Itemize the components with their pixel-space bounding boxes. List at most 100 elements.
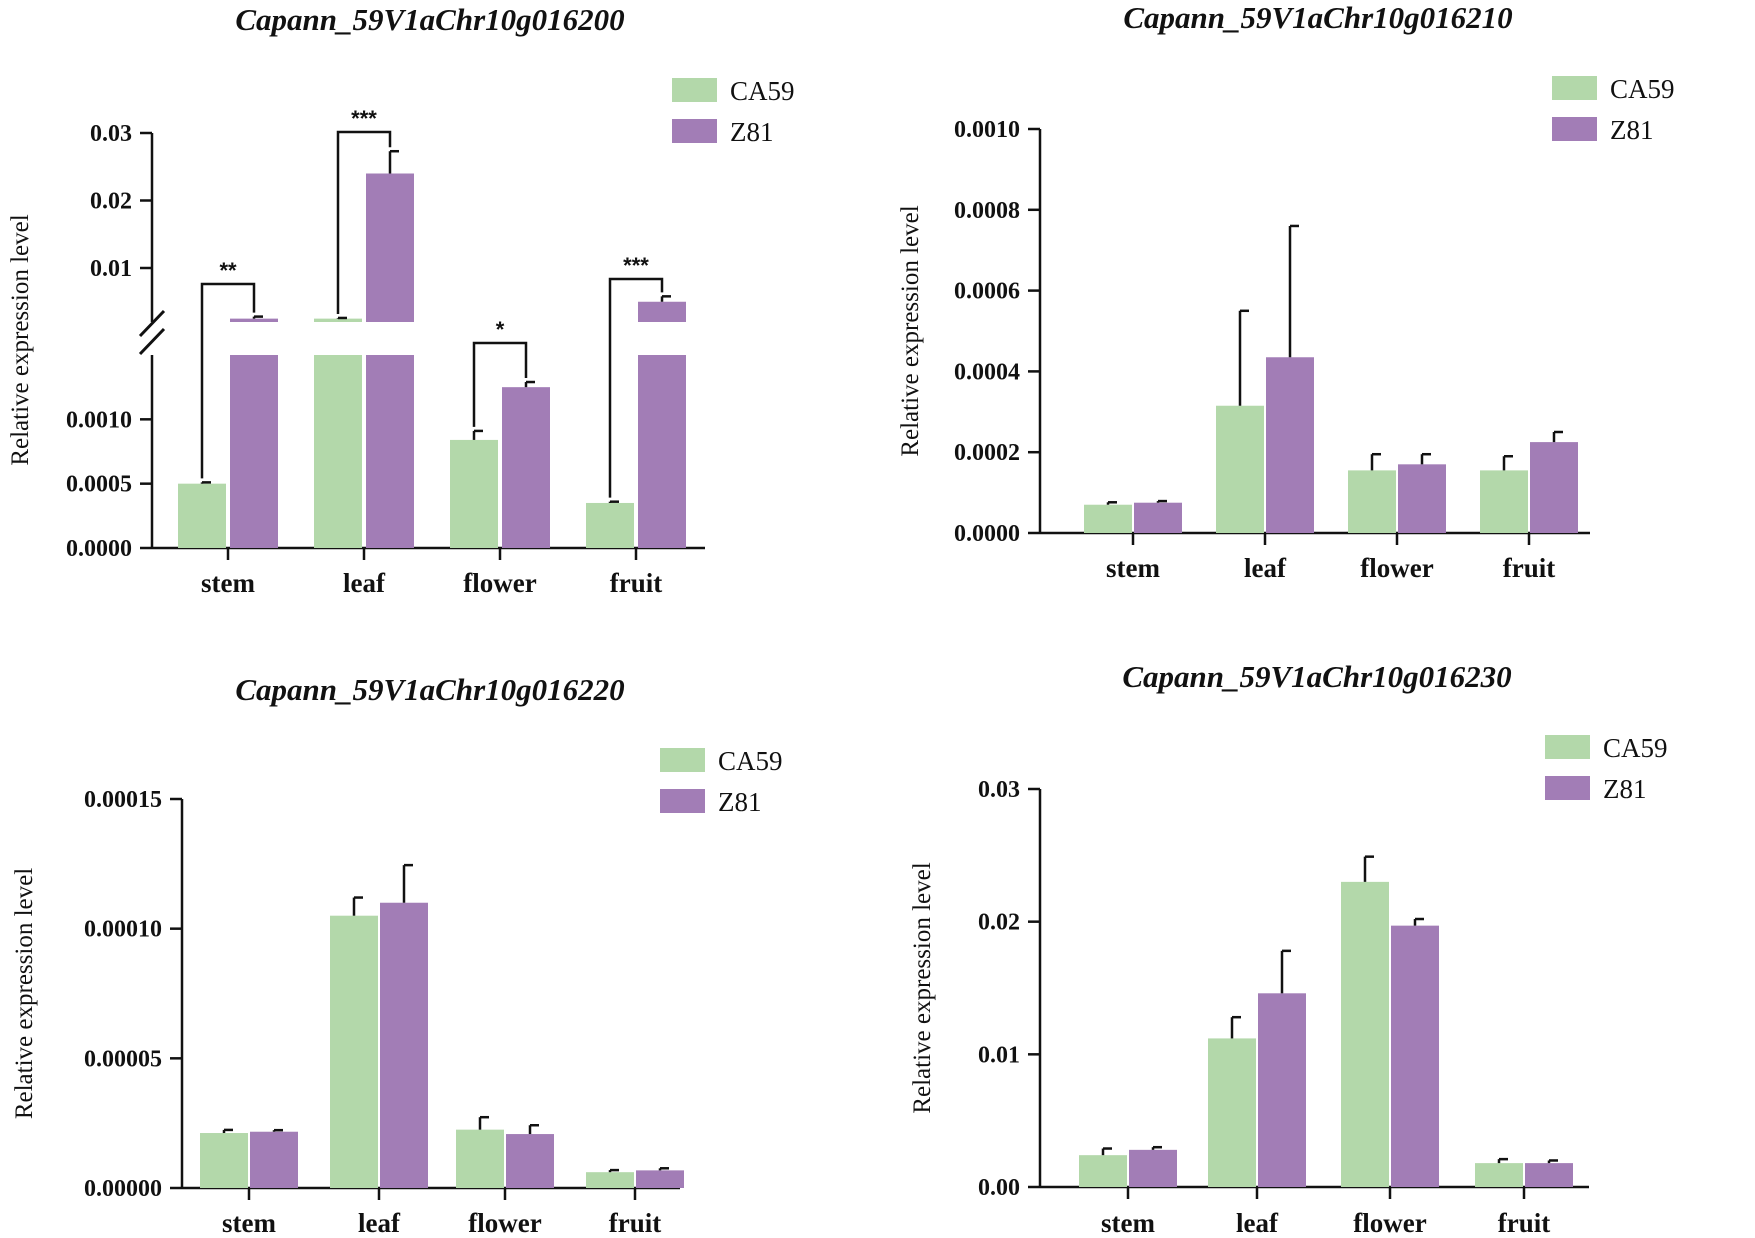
x-tick-label: flower (1360, 553, 1433, 583)
significance-label: ** (219, 258, 237, 283)
legend-swatch-z81 (1552, 117, 1597, 141)
chart-panel-4: Capann_59V1aChr10g016230 0.00 0.01 0.02 0.03… (909, 659, 1668, 1238)
bar-ca59-leaf-lower (314, 355, 362, 548)
x-tick-label: leaf (1236, 1208, 1279, 1238)
y-tick-label: 0.0004 (954, 359, 1020, 385)
bar-z81-flower (506, 1134, 554, 1188)
legend-swatch-z81 (660, 789, 705, 813)
bar-z81-leaf (1258, 993, 1306, 1187)
bar-z81-flower (1391, 925, 1439, 1187)
bar-z81-stem (250, 1131, 298, 1188)
bar-z81-fruit (636, 1170, 684, 1188)
chart-panel-1: Capann_59V1aChr10g016200 0.0000 0.0005 0.00… (7, 2, 795, 598)
bar-ca59-stem (178, 483, 226, 548)
bar-z81-leaf-lower (366, 355, 414, 548)
chart-title: Capann_59V1aChr10g016230 (1122, 659, 1511, 694)
x-tick-label: stem (222, 1208, 276, 1238)
y-tick-label: 0.02 (90, 189, 132, 215)
bar-ca59-flower (1348, 470, 1396, 533)
bar-z81-stem-upper (230, 318, 278, 322)
y-tick-label: 0.0008 (954, 198, 1020, 224)
y-tick-label: 0.00 (978, 1175, 1020, 1201)
bar-ca59-stem (200, 1133, 248, 1188)
x-tick-label: fruit (1498, 1208, 1550, 1238)
y-tick-label: 0.00005 (84, 1046, 162, 1072)
y-tick-label: 0.03 (90, 121, 132, 147)
chart-title: Capann_59V1aChr10g016200 (235, 2, 624, 37)
x-tick-label: fruit (610, 568, 662, 598)
legend-swatch-ca59 (660, 748, 705, 772)
bar-z81-fruit (1525, 1163, 1573, 1187)
bar-ca59-flower (456, 1129, 504, 1188)
y-tick-label: 0.01 (978, 1042, 1020, 1068)
y-tick-label: 0.0010 (66, 407, 132, 433)
significance-label: *** (623, 253, 649, 278)
y-axis-label: Relative expression level (897, 205, 924, 456)
x-tick-label: leaf (343, 568, 386, 598)
legend-label-z81: Z81 (1603, 774, 1647, 804)
bar-ca59-leaf (1216, 405, 1264, 533)
y-tick-label: 0.03 (978, 777, 1020, 803)
bar-ca59-leaf (1208, 1038, 1256, 1187)
x-tick-label: leaf (358, 1208, 401, 1238)
bar-z81-leaf (1266, 357, 1314, 533)
chart-panel-2: Capann_59V1aChr10g016210 0.0000 0.0002 0.00… (897, 0, 1675, 583)
x-tick-label: stem (1101, 1208, 1155, 1238)
x-tick-label: fruit (609, 1208, 661, 1238)
bar-ca59-fruit (586, 502, 634, 548)
bar-ca59-leaf-upper (314, 318, 362, 322)
bar-ca59-fruit (1480, 470, 1528, 533)
significance-label: * (496, 317, 505, 342)
x-tick-label: leaf (1244, 553, 1287, 583)
legend-label-z81: Z81 (1610, 115, 1654, 145)
significance-bracket (472, 341, 528, 427)
x-tick-label: flower (1353, 1208, 1426, 1238)
bar-ca59-stem (1084, 504, 1132, 533)
chart-title: Capann_59V1aChr10g016220 (235, 672, 624, 707)
bar-ca59-stem (1079, 1155, 1127, 1187)
legend-swatch-ca59 (672, 78, 717, 102)
chart-panel-3: Capann_59V1aChr10g016220 0.00000 0.00005 0.… (11, 672, 783, 1238)
y-tick-label: 0.00015 (84, 787, 162, 813)
legend-label-ca59: CA59 (718, 746, 783, 776)
bar-ca59-fruit (586, 1172, 634, 1188)
legend-label-ca59: CA59 (1610, 74, 1675, 104)
y-tick-label: 0.02 (978, 910, 1020, 936)
bar-z81-stem (1129, 1149, 1177, 1187)
x-tick-label: stem (1106, 553, 1160, 583)
y-tick-label: 0.0000 (954, 521, 1020, 547)
bar-z81-fruit-upper (638, 301, 686, 322)
y-tick-label: 0.0002 (954, 440, 1020, 466)
chart-title: Capann_59V1aChr10g016210 (1123, 0, 1512, 35)
bar-ca59-flower (1341, 881, 1389, 1187)
significance-label: *** (351, 106, 377, 131)
y-tick-label: 0.01 (90, 256, 132, 282)
bar-z81-stem-lower (230, 355, 278, 548)
x-tick-label: fruit (1503, 553, 1555, 583)
significance-bracket (608, 277, 664, 498)
significance-bracket (336, 130, 392, 314)
bar-ca59-leaf (330, 915, 378, 1188)
x-tick-label: stem (201, 568, 255, 598)
legend-swatch-ca59 (1545, 735, 1590, 759)
legend-swatch-z81 (672, 119, 717, 143)
y-axis-label: Relative expression level (7, 214, 34, 465)
y-tick-label: 0.00010 (84, 917, 162, 943)
legend-swatch-z81 (1545, 776, 1590, 800)
bar-z81-flower (502, 387, 550, 548)
y-tick-label: 0.0000 (66, 536, 132, 562)
axis-break-mark (138, 327, 166, 356)
y-tick-label: 0.0005 (66, 472, 132, 498)
y-tick-label: 0.0010 (954, 117, 1020, 143)
bar-z81-stem (1134, 502, 1182, 533)
bar-ca59-flower (450, 439, 498, 548)
y-tick-label: 0.00000 (84, 1176, 162, 1202)
legend-label-z81: Z81 (730, 117, 774, 147)
bar-z81-leaf (380, 902, 428, 1188)
y-axis-label: Relative expression level (909, 862, 936, 1113)
y-tick-label: 0.0006 (954, 279, 1020, 305)
axis-break-mark (138, 309, 166, 338)
bar-z81-fruit-lower (638, 355, 686, 548)
legend-label-ca59: CA59 (1603, 733, 1668, 763)
significance-bracket (200, 282, 256, 479)
